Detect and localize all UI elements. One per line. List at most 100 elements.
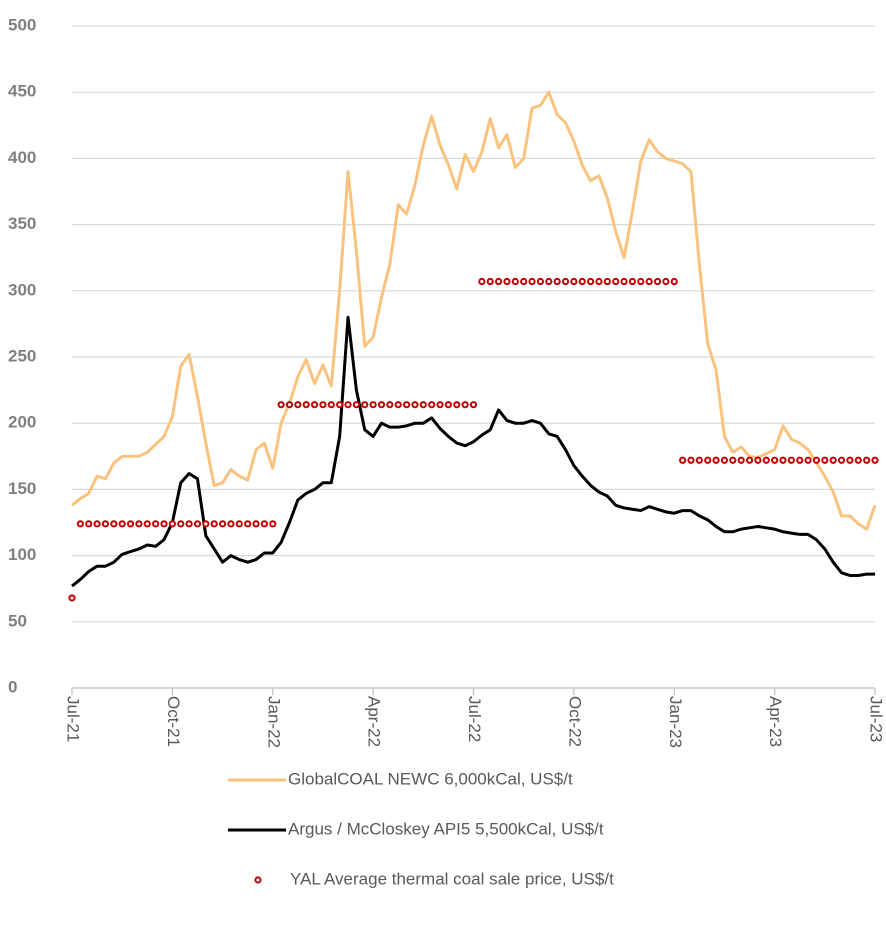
x-tick-label: Jul-22 — [465, 696, 484, 742]
y-tick-label: 450 — [8, 82, 36, 101]
marker — [411, 401, 419, 409]
marker — [837, 456, 846, 464]
marker — [185, 520, 193, 528]
marker — [168, 520, 176, 528]
marker — [628, 277, 637, 286]
y-tick-label: 50 — [8, 611, 27, 630]
marker — [511, 277, 519, 286]
marker — [779, 456, 787, 464]
marker — [210, 520, 218, 528]
marker — [469, 401, 478, 409]
marker — [804, 456, 812, 464]
marker — [68, 594, 76, 602]
marker — [528, 277, 536, 286]
marker — [762, 456, 770, 464]
marker — [453, 401, 461, 409]
x-tick-label: Apr-22 — [365, 696, 384, 747]
y-tick-label: 300 — [8, 280, 36, 299]
marker — [821, 456, 829, 464]
marker — [386, 401, 394, 409]
marker — [310, 401, 319, 409]
marker — [486, 277, 494, 286]
marker — [737, 456, 745, 464]
marker — [202, 520, 210, 528]
marker — [729, 456, 737, 464]
marker — [126, 520, 135, 528]
marker — [545, 277, 553, 286]
marker — [687, 456, 695, 464]
legend-label: GlobalCOAL NEWC 6,000kCal, US$/t — [288, 769, 573, 788]
marker — [177, 520, 185, 528]
marker — [444, 401, 453, 409]
y-tick-label: 500 — [8, 15, 36, 34]
marker — [595, 277, 603, 286]
marker — [503, 277, 511, 286]
marker — [361, 401, 369, 409]
marker — [143, 520, 151, 528]
marker — [135, 520, 143, 528]
marker — [344, 401, 352, 409]
marker — [787, 456, 795, 464]
y-tick-label: 400 — [8, 148, 36, 167]
marker — [369, 401, 377, 409]
marker — [478, 277, 486, 286]
x-tick-label: Jul-21 — [64, 696, 83, 742]
x-tick-label: Jan-23 — [666, 696, 685, 748]
marker — [645, 277, 653, 286]
legend-label: Argus / McCloskey API5 5,500kCal, US$/t — [288, 819, 604, 838]
marker — [704, 456, 712, 464]
marker — [260, 520, 268, 528]
marker — [871, 456, 879, 464]
marker — [252, 520, 260, 528]
y-tick-label: 350 — [8, 214, 36, 233]
marker — [570, 277, 578, 286]
marker — [352, 401, 360, 409]
marker — [277, 401, 285, 409]
x-tick-label: Jan-22 — [264, 696, 283, 748]
marker — [754, 456, 762, 464]
marker — [812, 456, 821, 464]
marker — [679, 456, 687, 464]
marker — [394, 401, 402, 409]
marker — [854, 456, 862, 464]
marker — [771, 456, 779, 464]
y-tick-label: 0 — [8, 677, 17, 696]
x-tick-label: Oct-22 — [565, 696, 584, 747]
series-line — [71, 90, 877, 531]
marker — [85, 520, 93, 528]
marker — [76, 520, 84, 528]
y-tick-label: 100 — [8, 545, 36, 564]
marker — [285, 401, 294, 409]
marker — [846, 456, 854, 464]
marker — [294, 401, 302, 409]
marker — [561, 277, 570, 286]
marker — [587, 277, 595, 286]
marker — [494, 277, 503, 286]
marker — [620, 277, 628, 286]
marker — [720, 456, 729, 464]
y-tick-label: 150 — [8, 479, 36, 498]
legend-label: YAL Average thermal coal sale price, US$… — [290, 869, 614, 888]
marker — [796, 456, 804, 464]
marker — [520, 277, 528, 286]
marker — [637, 277, 645, 286]
marker — [118, 520, 126, 528]
marker — [160, 520, 168, 528]
marker — [578, 277, 586, 286]
legend-marker — [254, 876, 262, 884]
marker — [193, 520, 202, 528]
marker — [235, 520, 243, 528]
marker — [745, 456, 754, 464]
marker — [402, 401, 411, 409]
marker — [436, 401, 444, 409]
marker — [695, 456, 703, 464]
marker — [244, 520, 252, 528]
marker — [863, 456, 871, 464]
marker — [603, 277, 611, 286]
marker — [419, 401, 427, 409]
x-tick-label: Oct-21 — [164, 696, 183, 747]
marker — [218, 520, 227, 528]
x-tick-label: Jul-23 — [867, 696, 886, 742]
marker — [377, 401, 386, 409]
marker — [93, 520, 101, 528]
